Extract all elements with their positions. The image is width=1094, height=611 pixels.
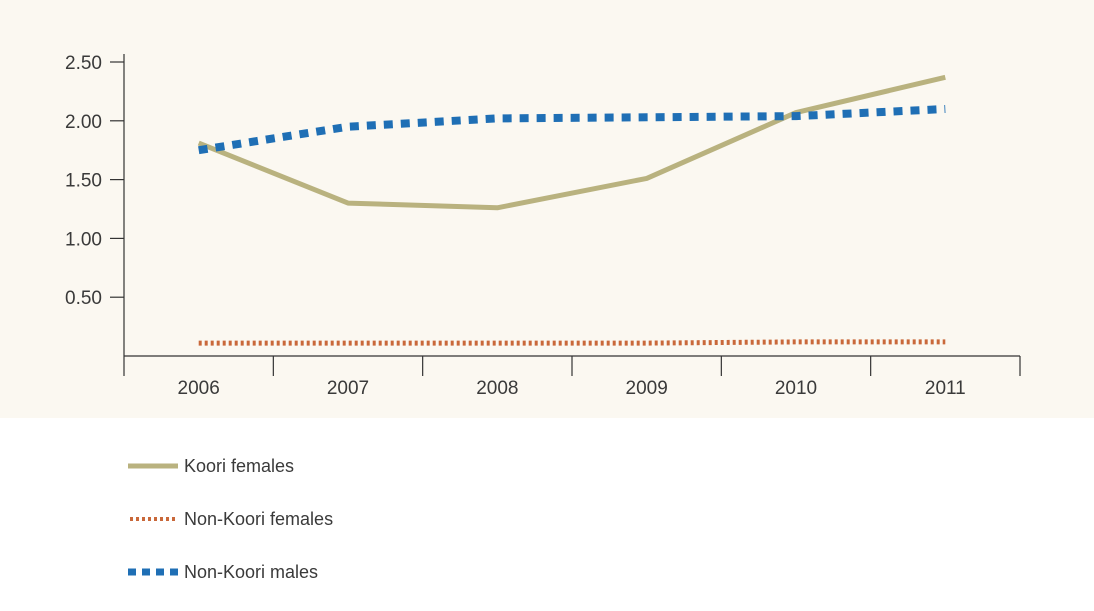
legend-swatch-non-koori-females <box>130 517 176 521</box>
legend-item-koori-females: Koori females <box>128 452 333 480</box>
legend-label: Non-Koori males <box>184 561 319 582</box>
y-tick-label: 1.50 <box>65 171 102 192</box>
legend-label: Non-Koori females <box>184 508 334 529</box>
legend-swatch-non-koori-males <box>128 568 178 576</box>
y-tick-label: 2.00 <box>65 112 102 133</box>
y-tick-label: 0.50 <box>65 288 102 309</box>
chart-panel: 0.50 1.00 1.50 2.00 2.50 2006 2007 2008 2009 201… <box>0 0 1094 418</box>
x-tick-label: 2008 <box>476 378 518 399</box>
y-tick-label: 1.00 <box>65 229 102 250</box>
legend-swatch-koori-females <box>128 463 178 469</box>
series-lines <box>197 74 946 346</box>
legend-label: Koori females <box>184 455 295 476</box>
series-line-non-koori-females <box>198 339 946 346</box>
legend-item-non-koori-females: Non-Koori females <box>128 505 333 533</box>
y-axis: 0.50 1.00 1.50 2.00 2.50 <box>65 53 125 356</box>
legend-item-non-koori-males: Non-Koori males <box>128 558 333 586</box>
line-chart: 0.50 1.00 1.50 2.00 2.50 2006 2007 2008 2009 201… <box>65 53 1021 399</box>
x-tick-label: 2010 <box>775 378 817 399</box>
legend: Koori females Non-Koori females Non-Koor… <box>128 452 333 611</box>
x-tick-label: 2009 <box>626 378 668 399</box>
x-tick-label: 2007 <box>327 378 369 399</box>
x-axis: 2006 2007 2008 2009 2010 2011 <box>123 355 1021 399</box>
x-tick-label: 2006 <box>178 378 220 399</box>
x-tick-label: 2011 <box>925 378 966 399</box>
series-line-koori-females <box>197 74 946 211</box>
series-line-non-koori-males <box>198 105 946 155</box>
y-tick-label: 2.50 <box>65 53 102 74</box>
